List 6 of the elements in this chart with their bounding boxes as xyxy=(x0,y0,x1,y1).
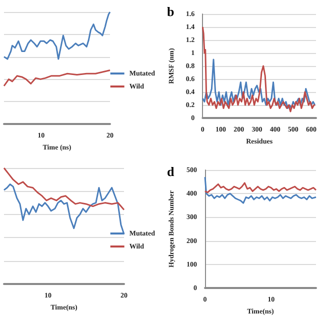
line-series xyxy=(202,26,316,112)
line-series xyxy=(204,182,317,194)
chart-title: d xyxy=(167,164,175,179)
line-series xyxy=(202,58,316,109)
chart-title: b xyxy=(167,4,174,19)
line-series xyxy=(204,176,317,204)
